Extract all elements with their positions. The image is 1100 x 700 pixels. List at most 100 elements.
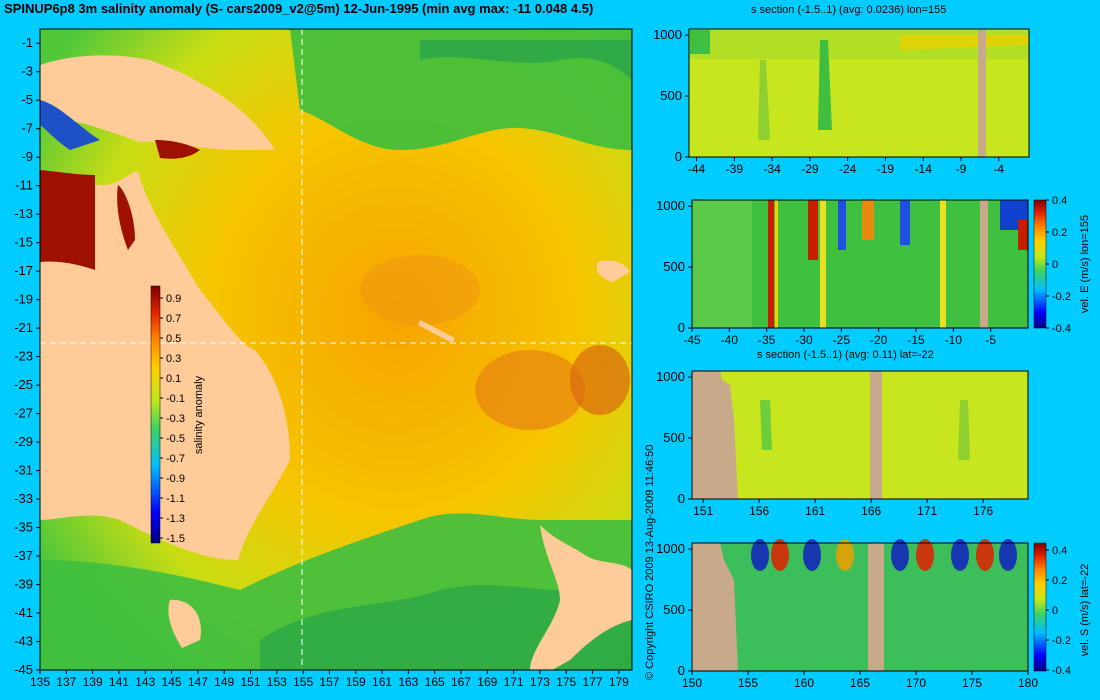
- x-tick-label: 175: [962, 676, 982, 690]
- section1-ticks: -44 -39 -34 -29 -24 -19 -14 -9 -4 0 500 1000: [653, 27, 1004, 176]
- x-tick-label: -44: [688, 162, 706, 176]
- colorbar-tick-label: 0.5: [166, 333, 181, 345]
- x-tick-label: -34: [763, 162, 781, 176]
- section-mask: [978, 29, 986, 157]
- x-tick-label: 165: [850, 676, 870, 690]
- x-tick-label: 156: [749, 504, 769, 518]
- x-tick-label: 161: [805, 504, 825, 518]
- papua-south-high: [155, 140, 200, 159]
- y-tick-label: -23: [14, 349, 33, 364]
- x-tick-label: 171: [917, 504, 937, 518]
- x-tick-label: -30: [795, 333, 813, 347]
- y-tick-label: 1000: [656, 198, 685, 213]
- x-tick-label: -35: [758, 333, 776, 347]
- salinity-colorbar-label: salinity anomaly: [193, 375, 205, 454]
- x-tick-label: 176: [973, 504, 993, 518]
- y-tick-label: -41: [14, 605, 33, 620]
- colorbar-tick-label: -0.4: [1052, 323, 1071, 335]
- y-tick-label: -13: [14, 206, 33, 221]
- x-tick-label: 157: [319, 675, 339, 689]
- colorbar-tick-label: -0.9: [166, 473, 185, 485]
- section-velocity-patch: [900, 200, 910, 245]
- colorbar-tick-label: -1.1: [166, 493, 185, 505]
- section2-ticks: -45 -40 -35 -30 -25 -20 -15 -10 -5 0 500 1000: [656, 198, 996, 347]
- section-velocity-patch: [692, 200, 752, 328]
- velocity-eddy: [976, 539, 994, 571]
- y-tick-label: 500: [663, 259, 685, 274]
- section-velocity-patch: [838, 200, 846, 250]
- section-low-patch: [758, 60, 770, 140]
- section-velocity-patch: [768, 200, 774, 328]
- x-tick-label: 177: [583, 675, 603, 689]
- x-tick-label: 161: [372, 675, 392, 689]
- y-tick-label: -5: [21, 92, 33, 107]
- section-low-patch: [958, 400, 970, 460]
- colorbar-tick-label: 0.3: [166, 353, 181, 365]
- north-dark-green-region: [420, 40, 632, 80]
- x-tick-label: 166: [861, 504, 881, 518]
- x-tick-label: -14: [915, 162, 933, 176]
- colorbar-tick-label: 0.9: [166, 293, 181, 305]
- x-tick-label: 150: [682, 676, 702, 690]
- x-tick-label: -9: [956, 162, 967, 176]
- x-tick-label: 141: [109, 675, 129, 689]
- map-frame: [39, 28, 633, 671]
- x-tick-label: 171: [504, 675, 524, 689]
- colorbar-tick-label: 0.7: [166, 313, 181, 325]
- section-mask: [868, 543, 884, 671]
- x-tick-label: -15: [907, 333, 925, 347]
- y-tick-label: 500: [663, 430, 685, 445]
- section3-title: s section (-1.5..1) (avg: 0.11) lat=-22: [757, 349, 934, 361]
- x-tick-label: 165: [425, 675, 445, 689]
- x-tick-label: 135: [30, 675, 50, 689]
- y-tick-label: -45: [14, 662, 33, 677]
- velocity-eddy: [803, 539, 821, 571]
- section-field: [692, 543, 1028, 671]
- colorbar-tick-label: -1.3: [166, 513, 185, 525]
- section-mask: [980, 200, 988, 328]
- fiji-land: [596, 260, 630, 282]
- section4-ticks: 150 155 160 165 170 175 180 0 500 1000: [656, 541, 1038, 690]
- x-tick-label: 147: [188, 675, 208, 689]
- new-caledonia-land: [418, 320, 455, 343]
- x-tick-label: 169: [477, 675, 497, 689]
- x-tick-label: 179: [609, 675, 629, 689]
- section-velocity-patch: [862, 200, 874, 240]
- x-tick-label: 149: [214, 675, 234, 689]
- y-tick-label: 1000: [656, 541, 685, 556]
- x-tick-label: -4: [993, 162, 1004, 176]
- y-tick-label: -21: [14, 320, 33, 335]
- y-tick-label: 0: [678, 320, 685, 335]
- colorbar-tick-label: -0.5: [166, 433, 185, 445]
- velocity-eddy: [836, 539, 854, 571]
- velocity-eddy: [951, 539, 969, 571]
- figure-title: SPINUP6p8 3m salinity anomaly (S- cars20…: [4, 1, 594, 16]
- vel-s-colorbar-label: vel. S (m/s) lat=-22: [1079, 564, 1091, 657]
- map-x-ticks: 135 137 139 141 143 145 147 149 151 153 155 157 159 1…: [30, 670, 629, 689]
- section-land-mask: [692, 543, 738, 671]
- section-high-patch: [900, 35, 1028, 50]
- y-tick-label: -25: [14, 377, 33, 392]
- x-tick-label: -25: [833, 333, 851, 347]
- colorbar-tick-label: 0: [1052, 259, 1058, 271]
- y-tick-label: -31: [14, 463, 33, 478]
- map-y-ticks: -1 -3 -5 -7 -9 -11 -13 -15 -17 -19 -21 -23 -25 -27 -29…: [14, 35, 40, 677]
- salinity-colorbar-ticks: 0.9 0.7 0.5 0.3 0.1 -0.1 -0.3 -0.5 -0.7 -0.9 -1.1 -…: [160, 293, 185, 545]
- y-tick-label: -33: [14, 491, 33, 506]
- x-tick-label: 175: [556, 675, 576, 689]
- x-tick-label: 155: [738, 676, 758, 690]
- salinity-colorbar: [150, 285, 161, 544]
- y-tick-label: -9: [21, 149, 33, 164]
- velocity-eddy: [891, 539, 909, 571]
- warm-eddy: [570, 345, 630, 415]
- x-tick-label: -40: [721, 333, 739, 347]
- section-mask: [870, 371, 882, 499]
- velocity-eddy: [916, 539, 934, 571]
- section-velocity-patch: [775, 200, 778, 328]
- velocity-eddy: [999, 539, 1017, 571]
- colorbar-tick-label: 0.4: [1052, 545, 1067, 557]
- y-tick-label: 0: [675, 149, 682, 164]
- section-field: [692, 371, 1028, 499]
- section-frame: [691, 199, 1029, 329]
